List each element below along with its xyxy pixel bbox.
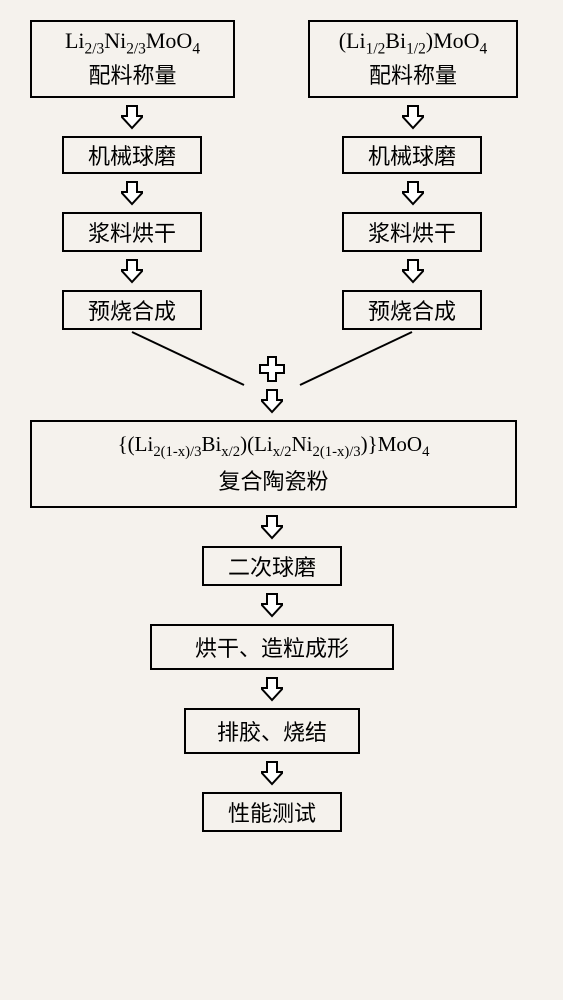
test-label: 性能测试: [228, 796, 316, 828]
right-weighing-box: (Li1/2Bi1/2)MoO4 配料称量: [308, 20, 518, 98]
left-dry-label: 浆料烘干: [88, 216, 176, 248]
right-presinter-label: 预烧合成: [368, 294, 456, 326]
composite-box: {(Li2(1-x)/3Bix/2)(Lix/2Ni2(1-x)/3)}MoO4…: [30, 420, 517, 508]
right-dry-label: 浆料烘干: [368, 216, 456, 248]
granulate-label: 烘干、造粒成形: [195, 631, 349, 663]
test-box: 性能测试: [202, 792, 342, 832]
down-arrow-icon: [261, 514, 283, 540]
left-ballmill-box: 机械球磨: [62, 136, 202, 174]
left-ballmill-label: 机械球磨: [88, 139, 176, 171]
down-arrow-icon: [261, 760, 283, 786]
down-arrow-icon: [121, 104, 143, 130]
down-arrow-icon: [402, 104, 424, 130]
composite-label: 复合陶瓷粉: [218, 464, 328, 496]
left-dry-box: 浆料烘干: [62, 212, 202, 252]
left-formula: Li2/3Ni2/3MoO4: [65, 28, 200, 58]
right-weigh-label: 配料称量: [369, 58, 457, 90]
sinter-box: 排胶、烧结: [184, 708, 360, 754]
down-arrow-icon: [402, 180, 424, 206]
down-arrow-icon: [261, 388, 283, 414]
second-mill-label: 二次球磨: [228, 550, 316, 582]
down-arrow-icon: [261, 676, 283, 702]
right-ballmill-box: 机械球磨: [342, 136, 482, 174]
down-arrow-icon: [261, 592, 283, 618]
composite-formula: {(Li2(1-x)/3Bix/2)(Lix/2Ni2(1-x)/3)}MoO4: [118, 432, 430, 461]
sinter-label: 排胶、烧结: [217, 715, 327, 747]
left-presinter-label: 预烧合成: [88, 294, 176, 326]
left-weighing-box: Li2/3Ni2/3MoO4 配料称量: [30, 20, 235, 98]
plus-icon: [258, 355, 286, 383]
second-mill-box: 二次球磨: [202, 546, 342, 586]
granulate-box: 烘干、造粒成形: [150, 624, 394, 670]
right-formula: (Li1/2Bi1/2)MoO4: [339, 28, 488, 58]
left-presinter-box: 预烧合成: [62, 290, 202, 330]
right-dry-box: 浆料烘干: [342, 212, 482, 252]
left-weigh-label: 配料称量: [88, 58, 176, 90]
down-arrow-icon: [121, 258, 143, 284]
right-presinter-box: 预烧合成: [342, 290, 482, 330]
down-arrow-icon: [121, 180, 143, 206]
down-arrow-icon: [402, 258, 424, 284]
right-ballmill-label: 机械球磨: [368, 139, 456, 171]
